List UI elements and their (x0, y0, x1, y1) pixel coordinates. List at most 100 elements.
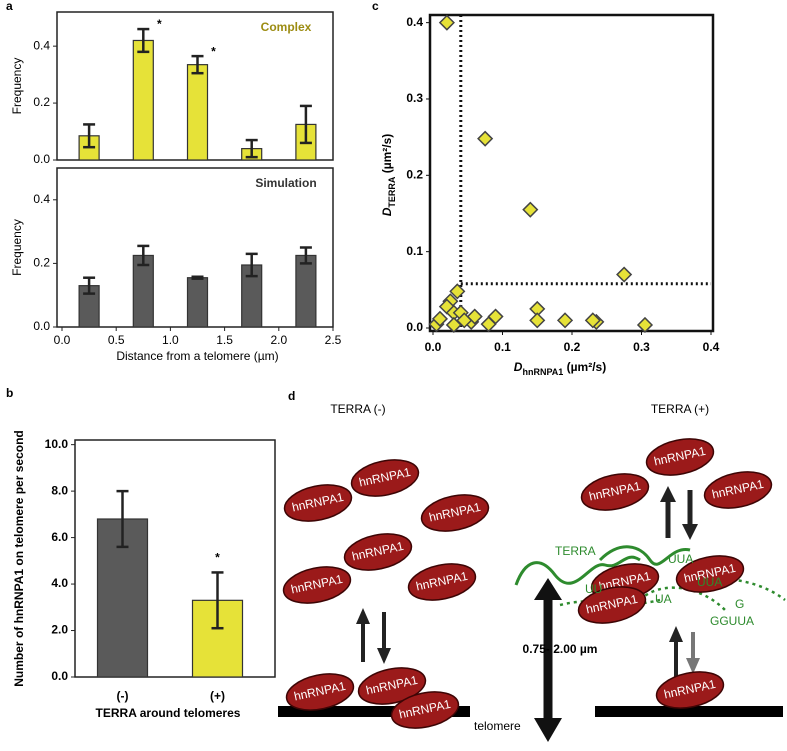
bar (295, 254, 317, 328)
error-bar (299, 246, 312, 265)
protein-oval (675, 555, 745, 593)
y-tick-label: 0.0 (51, 669, 68, 683)
y-axis-label: Number of hnRNPA1 on telomere per second (12, 430, 26, 686)
y-tick-label: 6.0 (51, 530, 68, 544)
y-tick-label: 0.2 (33, 95, 50, 109)
diagram-title: TERRA (-) (330, 402, 385, 416)
arrow-head (534, 718, 562, 742)
error-bar (116, 489, 129, 549)
label-symbol: D (514, 360, 523, 374)
diagram-title: TERRA (+) (651, 402, 709, 416)
scatter-point (636, 316, 654, 334)
x-axis-label: Distance from a telomere (µm) (116, 349, 278, 363)
significance-star: * (211, 44, 216, 58)
scatter-point (449, 283, 466, 300)
protein: hnRNPA1 (703, 471, 773, 509)
y-tick-label: 8.0 (51, 483, 68, 497)
x-tick-label: 2.5 (325, 333, 342, 347)
arrow-head (534, 578, 562, 600)
x-tick-label: 0.5 (108, 333, 125, 347)
scatter-point (584, 312, 601, 329)
protein-oval (357, 667, 427, 705)
distance-label: 0.75- 2.00 µm (523, 642, 598, 656)
scatter-point (456, 312, 473, 329)
protein-oval (645, 438, 715, 476)
arrow-head (660, 486, 676, 502)
label-symbol: D (380, 207, 394, 216)
error-bar (245, 252, 258, 278)
terra-strand (639, 586, 726, 611)
protein-oval (282, 566, 352, 604)
rna-label: UUA (668, 552, 693, 566)
y-tick-label: 0.2 (33, 256, 50, 270)
error-bar (299, 104, 312, 145)
y-tick-label: 0.4 (33, 192, 50, 206)
protein: hnRNPA1 (285, 673, 355, 711)
rna-label: G (735, 597, 744, 611)
panel-title: Simulation (255, 176, 316, 190)
arrow-head (682, 524, 698, 540)
x-tick-label: 1.5 (216, 333, 233, 347)
x-tick-label: (+) (210, 689, 225, 703)
y-tick-label: 0.4 (33, 38, 50, 52)
error-bar (191, 54, 204, 75)
plot-frame (74, 439, 276, 678)
protein: hnRNPA1 (675, 555, 745, 593)
x-tick-label: (-) (117, 689, 129, 703)
diagram-shapes (278, 486, 786, 742)
x-tick-label: 0.0 (425, 340, 442, 354)
protein: hnRNPA1 (645, 438, 715, 476)
protein-oval (285, 673, 355, 711)
protein: hnRNPA1 (283, 484, 353, 522)
panel-label: c (372, 0, 379, 13)
y-tick-label: 0.4 (406, 15, 423, 29)
error-bar (137, 244, 150, 267)
scatter-point (556, 312, 574, 329)
x-axis-label: TERRA around telomeres (96, 706, 241, 720)
panel-label: b (6, 386, 13, 400)
protein-oval (343, 533, 413, 571)
rna-label: UUA (697, 575, 722, 589)
y-tick-label: 0.1 (406, 244, 423, 258)
x-tick-label: 2.0 (270, 333, 287, 347)
y-tick-label: 10.0 (45, 437, 69, 451)
error-bar (211, 571, 224, 630)
error-bar (245, 138, 258, 159)
telomere-label: telomere (474, 719, 521, 733)
rna-label: UA (655, 592, 672, 606)
rna-label: UU (585, 582, 602, 596)
protein: hnRNPA1 (282, 566, 352, 604)
protein: hnRNPA1 (390, 691, 460, 729)
scatter-point (431, 310, 449, 327)
scatter-point (480, 316, 497, 333)
x-tick-label: 0.4 (703, 340, 720, 354)
y-tick-label: 2.0 (51, 623, 68, 637)
protein-oval (407, 563, 477, 601)
scatter-point (477, 130, 494, 147)
label-unit: (µm²/s) (380, 134, 394, 177)
protein-oval (420, 494, 490, 532)
label-unit: (µm²/s) (563, 360, 606, 374)
y-axis-label: Frequency (10, 219, 24, 276)
panel-label: a (6, 0, 13, 13)
arrow-head (669, 626, 683, 642)
protein: hnRNPA1 (420, 494, 490, 532)
protein: hnRNPA1 (350, 459, 420, 497)
rna-label: TERRA (555, 544, 596, 558)
y-axis-label: Frequency (10, 58, 24, 115)
arrow-head (686, 658, 700, 674)
error-bar (83, 276, 96, 295)
protein-oval (580, 473, 650, 511)
significance-star: * (215, 551, 220, 565)
error-bar (191, 275, 204, 280)
arrow-head (356, 608, 370, 624)
protein-oval (703, 471, 773, 509)
terra-strand (514, 555, 641, 586)
significance-star: * (157, 17, 162, 31)
panel-label: d (288, 389, 295, 403)
y-tick-label: 0.3 (406, 91, 423, 105)
error-bar (83, 123, 96, 149)
y-tick-label: 0.2 (406, 167, 423, 181)
protein-oval (350, 459, 420, 497)
